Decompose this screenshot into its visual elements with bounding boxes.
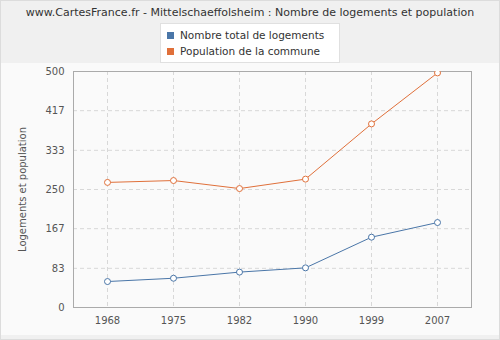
svg-text:250: 250 bbox=[45, 184, 64, 195]
svg-text:1982: 1982 bbox=[227, 315, 252, 326]
svg-text:333: 333 bbox=[45, 145, 64, 156]
html-text:www.CartesFrance.fr - Mittelsc: www.CartesFrance.fr - Mittelschaeffolshe… bbox=[25, 6, 475, 19]
svg-text:500: 500 bbox=[45, 66, 64, 77]
svg-text:167: 167 bbox=[45, 223, 64, 234]
svg-text:1975: 1975 bbox=[161, 315, 186, 326]
svg-text:1990: 1990 bbox=[293, 315, 318, 326]
svg-text:1968: 1968 bbox=[95, 315, 120, 326]
svg-text:0: 0 bbox=[58, 302, 64, 313]
svg-text:1999: 1999 bbox=[359, 315, 384, 326]
svg-text:Logements et population: Logements et population bbox=[17, 127, 28, 252]
svg-text:417: 417 bbox=[45, 105, 64, 116]
html-text:Nombre total de logements: Nombre total de logements bbox=[180, 29, 325, 41]
svg-text:83: 83 bbox=[52, 263, 65, 274]
html-text:Population de la commune: Population de la commune bbox=[180, 45, 321, 57]
svg-text:2007: 2007 bbox=[425, 315, 450, 326]
